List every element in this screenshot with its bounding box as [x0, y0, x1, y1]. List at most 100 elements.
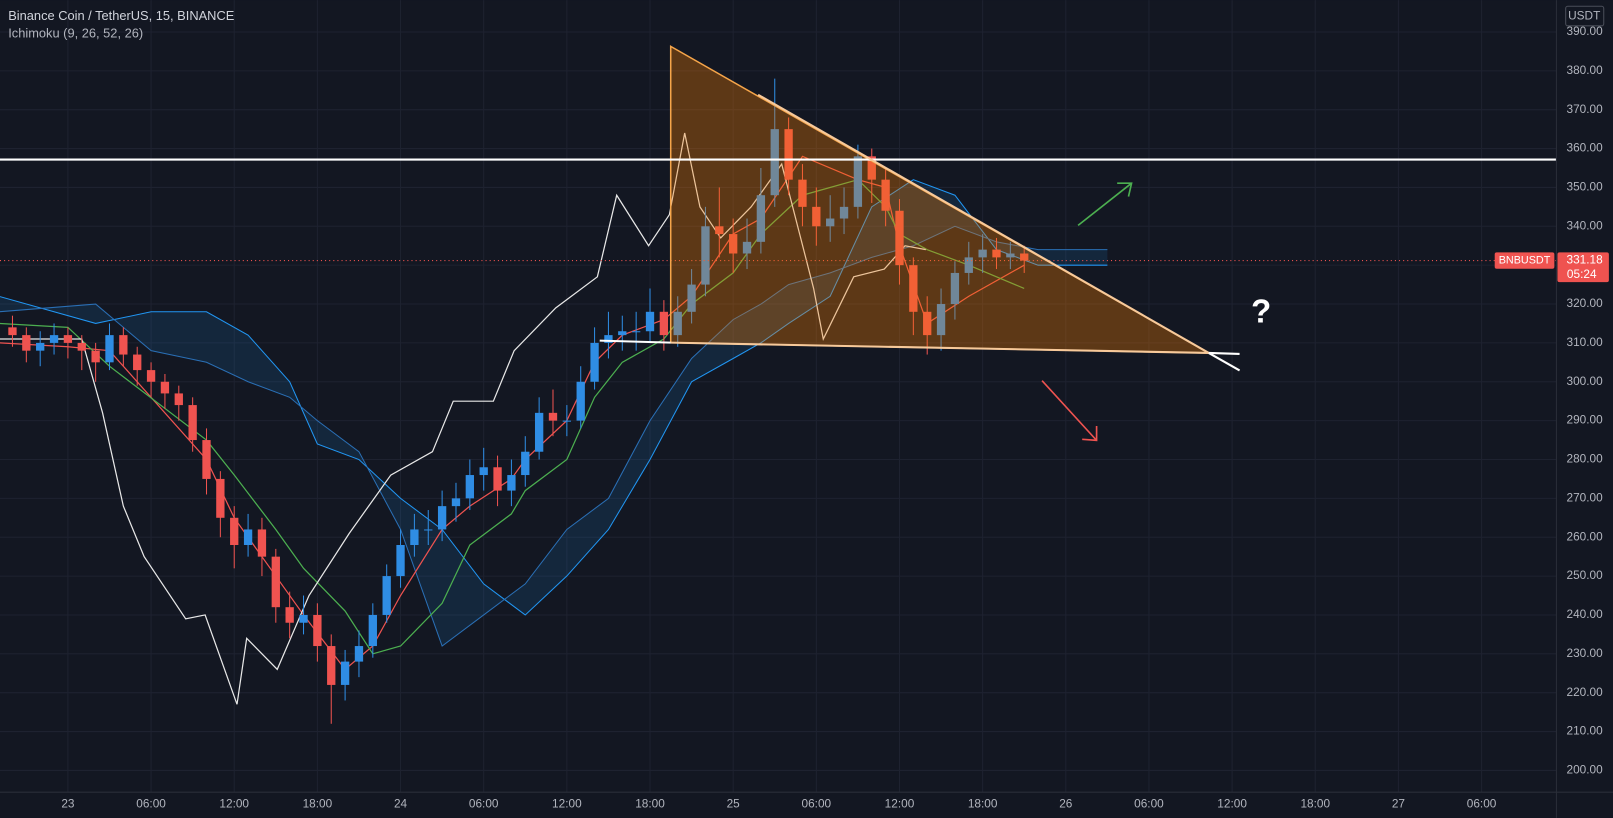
- candle-body: [729, 234, 738, 254]
- span-b: [0, 225, 1108, 647]
- y-tick-label: 290.00: [1567, 413, 1604, 427]
- candle-body: [548, 412, 558, 421]
- y-tick-label: 220.00: [1567, 685, 1604, 699]
- candle-body: [978, 249, 987, 258]
- candle-body: [271, 556, 280, 608]
- x-tick-label: 25: [727, 797, 741, 811]
- candle-body: [936, 304, 946, 336]
- y-tick-label: 300.00: [1567, 374, 1604, 388]
- drawings: ?: [0, 45, 1557, 442]
- currency-box: [1565, 5, 1605, 27]
- candle-body: [756, 195, 766, 242]
- candle-body: [63, 335, 73, 343]
- x-tick-label: 27: [1392, 797, 1405, 811]
- question-mark: ?: [1251, 293, 1271, 330]
- candle-body: [923, 311, 932, 336]
- x-tick-label: 06:00: [1467, 797, 1497, 811]
- last-price-label: 331.18: [1567, 253, 1604, 267]
- y-tick-label: 310.00: [1567, 335, 1604, 349]
- y-tick-label: 210.00: [1567, 724, 1604, 738]
- support-line: [1208, 351, 1240, 355]
- candle-body: [354, 646, 364, 662]
- candle-body: [216, 478, 225, 518]
- candle-body: [604, 335, 613, 343]
- candle-body: [146, 370, 156, 382]
- y-tick-label: 360.00: [1567, 141, 1604, 155]
- candle-body: [368, 614, 377, 647]
- candle-body: [313, 614, 322, 647]
- trend-line: [1208, 352, 1241, 372]
- candle-body: [964, 257, 973, 273]
- x-tick-label: 12:00: [885, 797, 915, 811]
- x-tick-label: 18:00: [1300, 797, 1330, 811]
- candle-body: [327, 646, 336, 685]
- candle-body: [257, 529, 267, 557]
- time-axis: [0, 792, 1613, 818]
- x-tick-label: 18:00: [968, 797, 998, 811]
- candle-body: [424, 529, 433, 531]
- candle-body: [590, 342, 599, 382]
- candle-body: [521, 451, 530, 476]
- candle-body: [673, 311, 682, 336]
- candle-body: [8, 327, 17, 336]
- candle-body: [451, 498, 461, 507]
- y-tick-label: 250.00: [1567, 568, 1604, 582]
- x-tick-label: 12:00: [552, 797, 582, 811]
- candle-body: [715, 226, 724, 235]
- x-tick-label: 06:00: [1134, 797, 1164, 811]
- candle-body: [493, 467, 502, 491]
- x-tick-label: 24: [394, 797, 408, 811]
- candle-body: [299, 614, 308, 623]
- y-tick-label: 390.00: [1567, 24, 1604, 38]
- candle-body: [396, 544, 405, 577]
- y-tick-label: 340.00: [1567, 218, 1604, 232]
- candle-body: [659, 311, 669, 336]
- candle-body: [230, 517, 239, 545]
- candle-body: [437, 506, 447, 530]
- candle-body: [742, 241, 752, 254]
- candle-body: [784, 129, 793, 180]
- candle-body: [950, 272, 960, 305]
- candle-body: [119, 335, 128, 355]
- candle-body: [49, 335, 59, 343]
- down-arrow: [1041, 380, 1098, 442]
- candle-body: [1006, 253, 1015, 258]
- candle-body: [895, 210, 904, 266]
- candle-body: [410, 529, 419, 545]
- candle-body: [188, 405, 197, 441]
- candle-body: [576, 381, 585, 421]
- candle-body: [22, 335, 31, 351]
- candle-body: [687, 284, 696, 312]
- candle-body: [853, 156, 863, 207]
- up-arrow: [1077, 182, 1133, 227]
- candle-body: [340, 661, 350, 685]
- candle-body: [770, 129, 779, 196]
- y-tick-label: 240.00: [1567, 607, 1604, 621]
- candle-body: [174, 393, 183, 406]
- x-tick-label: 12:00: [1217, 797, 1247, 811]
- grid: [0, 0, 1557, 793]
- candle-body: [631, 331, 641, 333]
- trend-line: [757, 93, 1210, 354]
- chart-title: Binance Coin / TetherUS, 15, BINANCE: [8, 8, 234, 23]
- candle-body: [36, 342, 45, 351]
- candle-body: [812, 206, 821, 227]
- cloud-fill: [0, 179, 1108, 647]
- span-a: [0, 179, 1108, 616]
- currency: USDT: [1568, 9, 1600, 23]
- y-tick-label: 370.00: [1567, 102, 1604, 116]
- x-tick-label: 26: [1059, 797, 1073, 811]
- support-line: [599, 339, 671, 344]
- candle-body: [507, 475, 516, 491]
- price-box: [1557, 252, 1609, 283]
- candle-body: [133, 354, 142, 371]
- candle-body: [992, 249, 1001, 258]
- y-tick-label: 270.00: [1567, 490, 1604, 504]
- candle-body: [202, 440, 211, 479]
- candle-body: [618, 331, 627, 336]
- symbol-box: [1494, 252, 1555, 269]
- candle-body: [465, 475, 474, 499]
- candle-body: [826, 218, 835, 227]
